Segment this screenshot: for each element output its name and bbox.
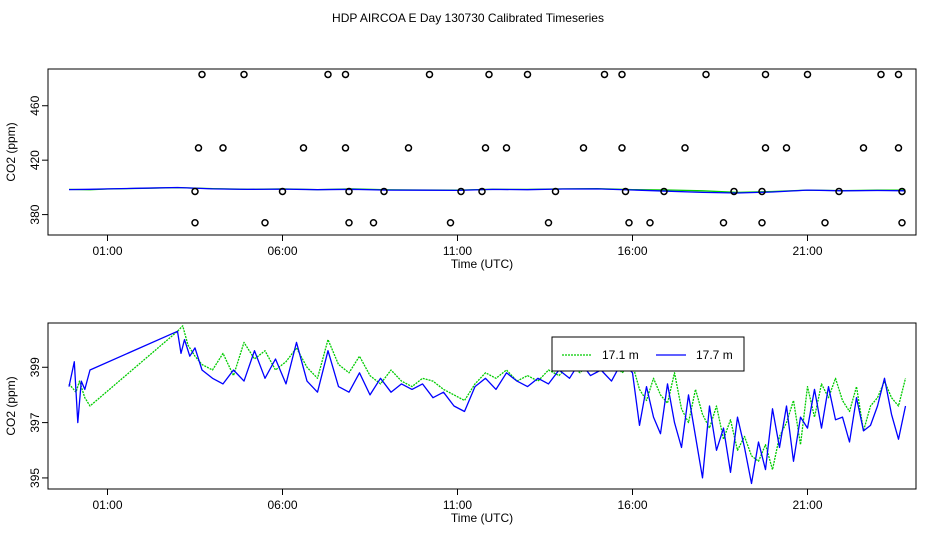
calibration-point	[758, 187, 766, 196]
calibration-point	[761, 70, 770, 79]
x-axis-label: Time (UTC)	[451, 511, 513, 525]
calibration-point	[198, 70, 206, 79]
calibration-point	[369, 219, 378, 227]
calibration-point	[894, 70, 903, 79]
y-tick-label: 420	[28, 150, 42, 170]
calibration-point	[625, 219, 633, 227]
x-tick-label: 21:00	[792, 244, 822, 258]
calibration-point	[345, 187, 353, 196]
calibration-point	[894, 144, 903, 152]
x-tick-label: 11:00	[443, 244, 472, 258]
x-tick-label: 21:00	[792, 498, 822, 512]
top-panel-calibration-points: 01:00 06:00 11:00 16:00 21:00 380 420 460 Time (…	[4, 68, 917, 271]
calibration-point	[702, 70, 710, 79]
calibration-point	[618, 70, 626, 79]
calibration-point	[481, 144, 490, 152]
calibration-point	[719, 219, 728, 227]
calibration-point	[761, 144, 770, 152]
calibration-point	[425, 70, 434, 79]
calibration-point	[618, 144, 626, 152]
calibration-point	[324, 70, 332, 79]
x-tick-label: 06:00	[267, 244, 297, 258]
calibration-point	[898, 219, 906, 227]
series-line-2	[68, 330, 907, 485]
calibration-point	[544, 219, 553, 227]
x-tick-label: 11:00	[443, 498, 472, 512]
calibration-point	[380, 187, 388, 196]
plot-frame	[47, 68, 917, 236]
y-tick-label: 460	[28, 95, 42, 115]
calibration-point	[835, 187, 843, 196]
x-axis-label: Time (UTC)	[451, 257, 513, 271]
calibration-point	[219, 144, 227, 152]
calibration-point	[758, 219, 766, 227]
calibration-point	[404, 144, 413, 152]
x-tick-label: 01:00	[92, 244, 122, 258]
calibration-point	[621, 187, 630, 196]
calibration-point	[278, 187, 287, 196]
x-tick-label: 16:00	[617, 498, 647, 512]
calibration-point	[600, 70, 609, 79]
plot-frame	[47, 322, 917, 490]
y-tick-label: 397	[28, 412, 42, 432]
calibration-point	[191, 187, 199, 196]
x-tick-label: 16:00	[617, 244, 647, 258]
plot-area	[68, 325, 907, 485]
legend-label-2: 17.7 m	[696, 348, 733, 362]
calibration-point	[523, 70, 532, 79]
legend-label-1: 17.1 m	[602, 348, 639, 362]
calibration-point	[502, 144, 511, 152]
calibration-point	[478, 187, 486, 196]
calibration-point	[240, 70, 248, 79]
series-line-2	[68, 186, 906, 194]
series-line-1	[68, 325, 907, 471]
calibration-point	[191, 219, 199, 227]
calibration-point	[485, 70, 493, 79]
calibration-point	[194, 144, 203, 152]
legend: 17.1 m 17.7 m	[551, 336, 745, 372]
calibration-point	[898, 187, 906, 196]
x-tick-label: 01:00	[92, 498, 122, 512]
calibration-point	[341, 70, 350, 79]
calibration-point	[877, 70, 885, 79]
calibration-point	[446, 219, 455, 227]
calibration-point	[821, 219, 829, 227]
y-tick-label: 399	[28, 357, 42, 377]
plot-area	[68, 186, 906, 194]
calibration-point	[341, 144, 350, 152]
calibration-point	[803, 70, 812, 79]
legend-box	[551, 336, 745, 372]
calibration-point	[457, 187, 465, 196]
calibration-point	[551, 187, 560, 196]
calibration-point	[579, 144, 588, 152]
calibration-point	[261, 219, 269, 227]
calibration-point	[730, 187, 738, 196]
y-axis-label: CO2 (ppm)	[4, 122, 18, 181]
calibration-point	[660, 187, 668, 196]
calibration-point	[681, 144, 689, 152]
calibration-point	[859, 144, 868, 152]
calibration-point	[782, 144, 791, 152]
y-tick-label: 380	[28, 204, 42, 224]
bottom-panel-co2-timeseries: 01:00 06:00 11:00 16:00 21:00 395 397 399 Time (…	[4, 322, 917, 525]
y-axis-label: CO2 (ppm)	[4, 376, 18, 435]
calibration-point	[299, 144, 308, 152]
figure-title: HDP AIRCOA E Day 130730 Calibrated Times…	[332, 11, 604, 25]
y-tick-label: 395	[28, 468, 42, 488]
calibration-point	[646, 219, 654, 227]
x-tick-label: 06:00	[267, 498, 297, 512]
calibration-point	[345, 219, 353, 227]
